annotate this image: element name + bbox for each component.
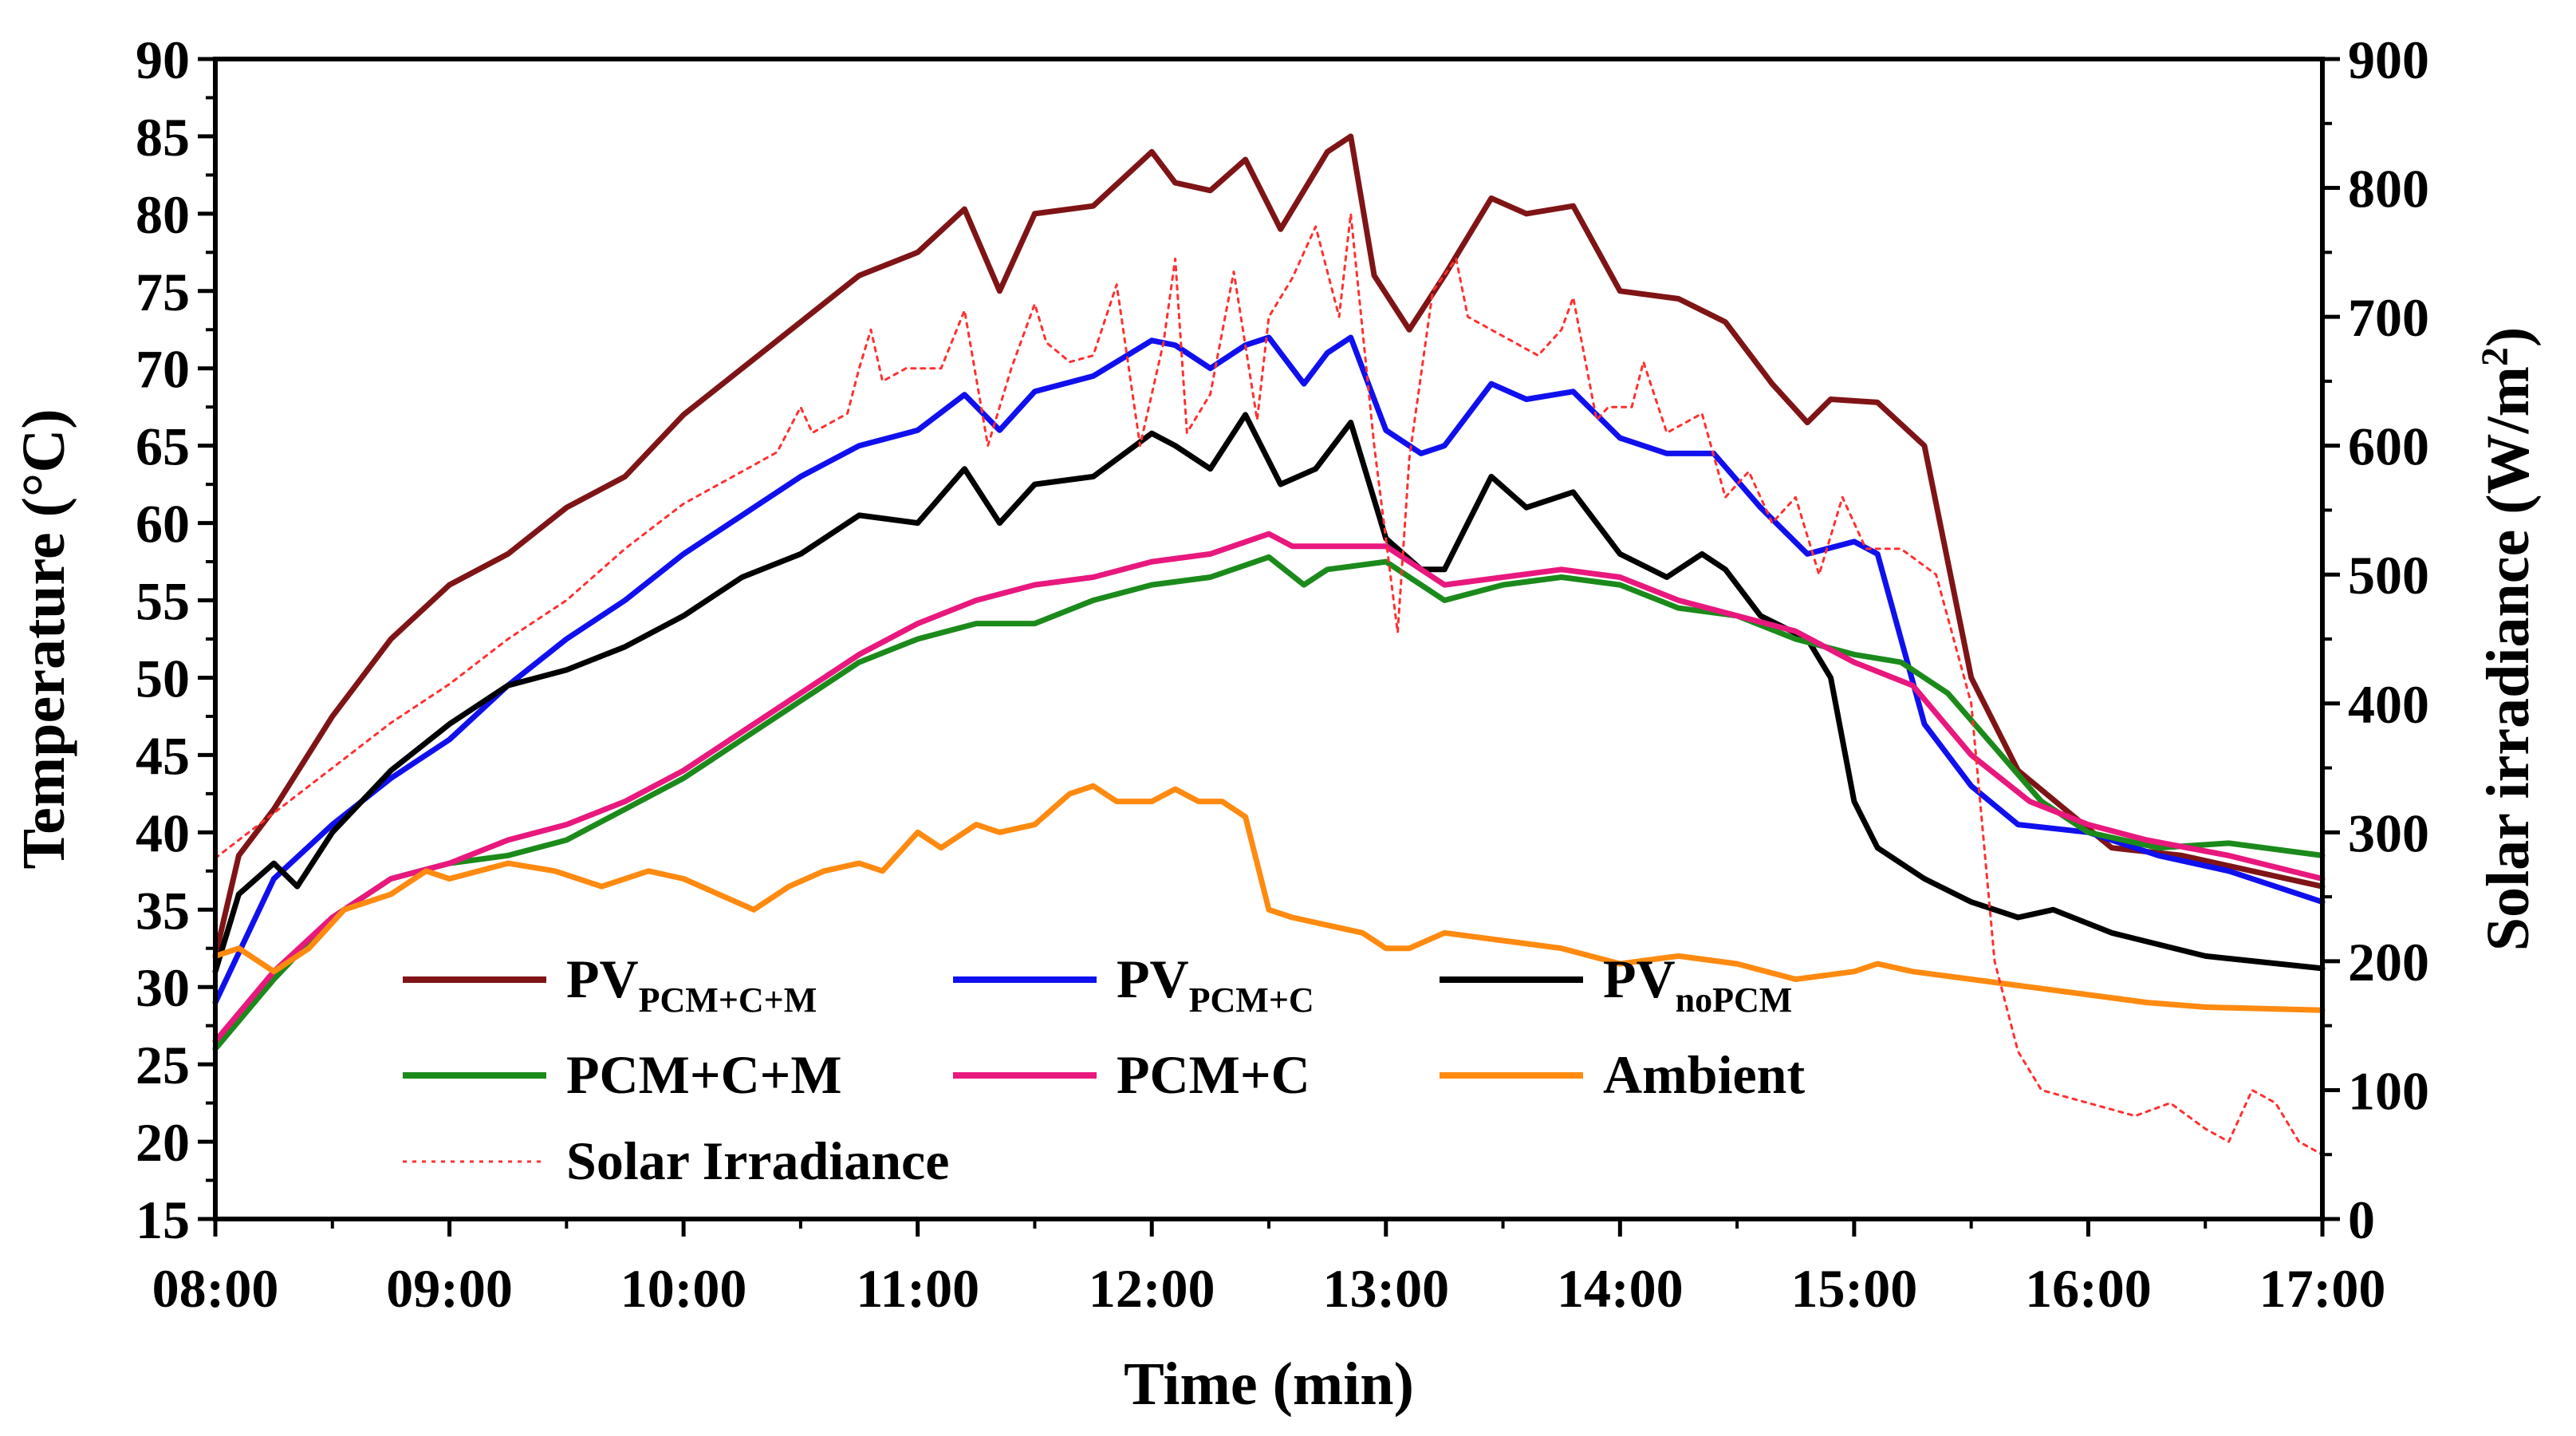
series-layer (212, 133, 2326, 1156)
y-right-tick-label: 400 (2348, 674, 2429, 735)
legend-pcm-c-label-main: PCM+C (1117, 1044, 1310, 1105)
x-tick-label: 10:00 (620, 1258, 747, 1319)
y-axis-right-title-main: Solar irradiance (W/m (2475, 366, 2542, 951)
legend-pv-nopcm-label-main: PV (1603, 949, 1676, 1009)
series-line-pcm-c (212, 531, 2326, 1044)
legend-ambient-label: Ambient (1603, 1044, 1805, 1105)
x-tick-label: 11:00 (856, 1258, 979, 1319)
y-right-tick-label: 800 (2348, 159, 2429, 219)
x-tick-label: 09:00 (386, 1258, 513, 1319)
y-axis-right-title-sup: 2 (2474, 347, 2516, 366)
series-line-pcm-c-m (212, 554, 2326, 1052)
y-left-tick-label: 80 (136, 184, 190, 245)
legend-pv-pcm-c-m-label: PVPCM+C+M (566, 949, 817, 1020)
legend-pv-nopcm-label: PVnoPCM (1603, 949, 1792, 1020)
legend-solar-irradiance-label-main: Solar Irradiance (566, 1130, 949, 1191)
y-left-tick-label: 60 (136, 494, 190, 554)
series-line-solar-irradiance (214, 212, 2324, 1156)
x-tick-label: 17:00 (2259, 1258, 2386, 1319)
y-right-tick-label: 0 (2348, 1189, 2375, 1250)
y-left-tick-label: 35 (136, 880, 190, 941)
legend-solar-irradiance-label: Solar Irradiance (566, 1130, 949, 1191)
y-left-tick-label: 90 (136, 30, 190, 90)
x-tick-label: 14:00 (1557, 1258, 1684, 1319)
y-left-tick-label: 45 (136, 725, 190, 786)
legend-pcm-c-m-label: PCM+C+M (566, 1044, 842, 1105)
y-left-tick-label: 70 (136, 339, 190, 400)
axes-layer: 08:00 09:00 10:00 11:00 12:00 13:00 14:00 15:00… (136, 30, 2429, 1319)
y-left-tick-label: 85 (136, 107, 190, 168)
y-left-tick-label: 50 (136, 648, 190, 708)
legend-pcm-c-label: PCM+C (1117, 1044, 1310, 1105)
legend-pcm-c-m-label-main: PCM+C+M (566, 1044, 842, 1105)
y-right-tick-label: 200 (2348, 932, 2429, 992)
series-line-pv-nopcm (212, 412, 2326, 975)
y-axis-left-title: Temperature (°C) (10, 408, 77, 869)
y-left-tick-label: 40 (136, 803, 190, 863)
y-right-tick-label: 300 (2348, 803, 2429, 863)
y-axis-right-title-end: ) (2475, 327, 2542, 347)
x-tick-label: 12:00 (1089, 1258, 1215, 1319)
x-tick-label: 16:00 (2025, 1258, 2152, 1319)
x-tick-label: 13:00 (1322, 1258, 1449, 1319)
y-left-tick-label: 65 (136, 416, 190, 477)
y-right-tick-label: 700 (2348, 287, 2429, 348)
y-left-tick-label: 75 (136, 262, 190, 322)
y-left-tick-label: 30 (136, 957, 190, 1018)
x-tick-label: 15:00 (1791, 1258, 1918, 1319)
y-right-tick-label: 600 (2348, 416, 2429, 477)
y-left-tick-label: 25 (136, 1035, 190, 1095)
legend-pv-pcm-c-label-sub: PCM+C (1189, 980, 1314, 1020)
legend-pv-pcm-c-label-main: PV (1117, 949, 1189, 1009)
legend-pv-pcm-c-label: PVPCM+C (1117, 949, 1314, 1020)
y-right-tick-label: 500 (2348, 545, 2429, 606)
x-axis-title: Time (min) (1124, 1351, 1414, 1418)
y-left-tick-label: 20 (136, 1112, 190, 1173)
y-left-tick-label: 15 (136, 1189, 190, 1250)
series-line-ambient (212, 783, 2326, 1013)
legend-pv-pcm-c-m-label-main: PV (566, 949, 639, 1009)
y-right-tick-label: 900 (2348, 30, 2429, 90)
y-right-tick-label: 100 (2348, 1060, 2429, 1121)
y-axis-right-title: Solar irradiance (W/m2) (2474, 327, 2543, 951)
legend-pv-pcm-c-m-label-sub: PCM+C+M (639, 980, 817, 1020)
x-tick-label: 08:00 (152, 1258, 279, 1319)
y-left-tick-label: 55 (136, 571, 190, 632)
series-line-pv-pcm-c-m (212, 133, 2326, 959)
legend-ambient-label-main: Ambient (1603, 1044, 1805, 1105)
legend-pv-nopcm-label-sub: noPCM (1676, 980, 1793, 1020)
